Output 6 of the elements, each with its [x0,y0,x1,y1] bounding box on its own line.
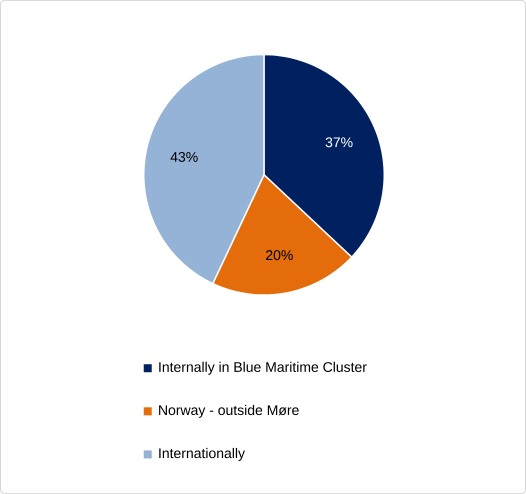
data-label: 20% [266,250,293,260]
data-label: 43% [170,152,198,162]
data-label: 37% [326,137,353,148]
legend-label: Internally in Blue Maritime Cluster [159,362,367,375]
legend-label: Internationally [159,448,245,461]
legend-label: Norway - outside Møre [159,404,299,418]
